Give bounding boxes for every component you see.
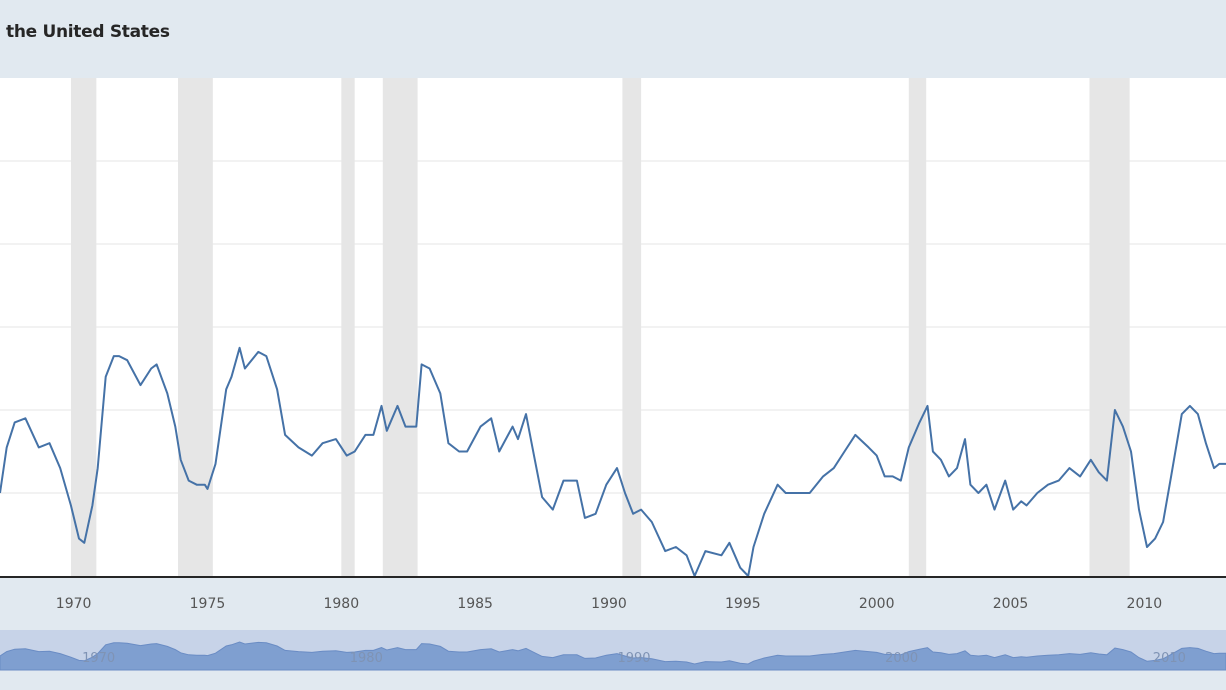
- x-tick-label: 1985: [457, 596, 493, 612]
- navigator-tick-label: 1980: [350, 651, 383, 666]
- x-tick-label: 1970: [56, 596, 92, 612]
- x-tick-label: 2010: [1127, 596, 1163, 612]
- series-line[interactable]: [0, 346, 1226, 577]
- x-tick-label: 1990: [591, 596, 627, 612]
- navigator-tick-label: 2000: [885, 651, 918, 666]
- x-tick-label: 2005: [993, 596, 1029, 612]
- navigator-tick-label: 1970: [82, 651, 115, 666]
- x-tick-label: 2000: [859, 596, 895, 612]
- x-tick-label: 1980: [323, 596, 359, 612]
- x-tick-label: 1995: [725, 596, 761, 612]
- chart-title: the United States: [6, 22, 170, 42]
- navigator-tick-label: 2010: [1153, 651, 1186, 666]
- navigator-series-area: [0, 641, 1226, 671]
- navigator-tick-label: 1990: [617, 651, 650, 666]
- x-tick-label: 1975: [190, 596, 226, 612]
